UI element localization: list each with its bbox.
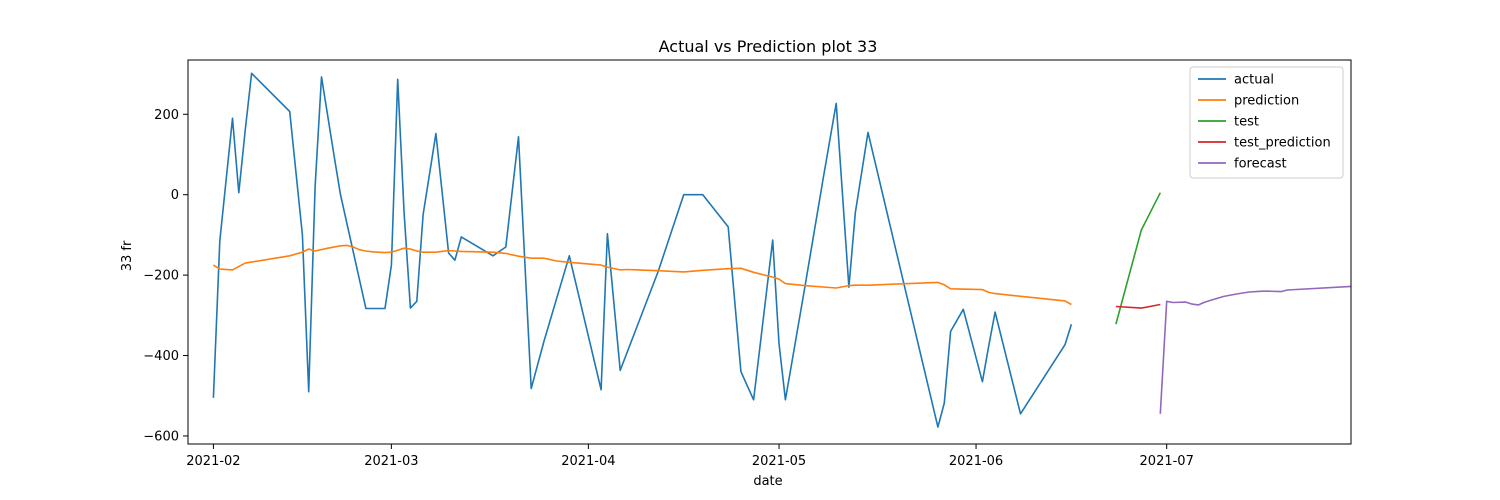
legend-label-prediction: prediction: [1234, 94, 1299, 109]
legend-label-forecast: forecast: [1234, 157, 1287, 172]
legend-label-test-prediction: test_prediction: [1234, 136, 1331, 151]
legend-box: [1189, 66, 1344, 179]
x-tick-label: 2021-03: [364, 454, 418, 469]
y-tick-label: −400: [143, 349, 179, 364]
series-line-actual: [212, 72, 1073, 428]
y-axis-label: 33 fr: [120, 240, 135, 271]
legend-label-test: test: [1234, 115, 1259, 130]
x-tick-label: 2021-05: [752, 454, 806, 469]
x-tick-label: 2021-06: [949, 454, 1003, 469]
x-tick-label: 2021-07: [1140, 454, 1194, 469]
x-tick-label: 2021-04: [561, 454, 615, 469]
x-tick-label: 2021-02: [186, 454, 240, 469]
y-tick-label: −200: [143, 269, 179, 284]
series-line-forecast: [1159, 285, 1352, 414]
x-axis-label: date: [753, 474, 782, 489]
series-line-prediction: [212, 244, 1072, 306]
plot-frame: [187, 59, 1352, 445]
series-layer: [212, 72, 1352, 428]
legend: actual prediction test test_predictionforec…: [1189, 66, 1344, 179]
series-line-test: [1115, 192, 1162, 325]
legend-label-actual: actual: [1234, 73, 1274, 88]
y-tick-label: 0: [171, 188, 179, 203]
chart-title: Actual vs Prediction plot 33: [659, 37, 878, 56]
y-axis: 200 0 −200 −400 −600: [143, 108, 188, 444]
series-line-test-prediction: [1115, 303, 1161, 309]
y-tick-label: −600: [143, 429, 179, 444]
y-tick-label: 200: [154, 108, 179, 123]
x-axis: 2021-02 2021-03 2021-04 2021-05 2021-06 2021-…: [186, 444, 1194, 469]
